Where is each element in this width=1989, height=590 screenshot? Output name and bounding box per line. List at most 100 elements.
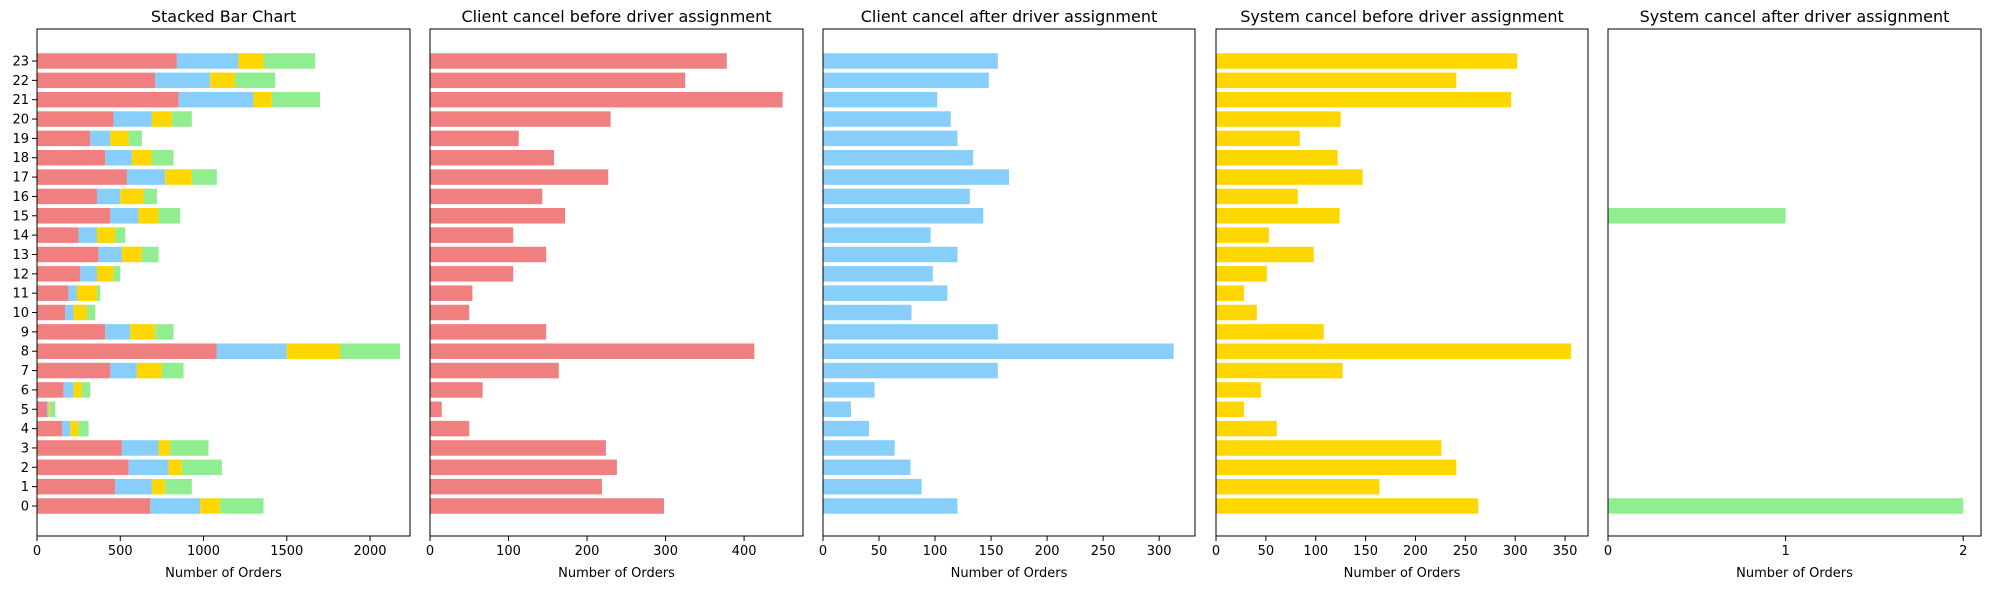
x-axis-label-client-before: Number of Orders <box>558 566 675 581</box>
bar-stacked-s0-c10 <box>37 304 66 321</box>
bar-stacked-s1-c16 <box>96 188 121 205</box>
bar-stacked-s3-c7 <box>161 362 184 379</box>
bars-system-before <box>1216 53 1572 514</box>
bar-stacked-s2-c11 <box>76 285 97 301</box>
y-tick-label-4: 4 <box>21 422 29 437</box>
bar-client-after-s0-c23 <box>823 53 998 69</box>
bar-stacked-s3-c20 <box>171 111 192 127</box>
bar-stacked-s3-c10 <box>86 304 96 321</box>
bar-stacked-s0-c8 <box>37 343 217 359</box>
bar-stacked-s3-c19 <box>128 130 142 147</box>
bar-stacked-s0-c2 <box>37 459 129 476</box>
bar-stacked-s2-c1 <box>151 478 166 495</box>
bar-client-before-s0-c16 <box>430 188 543 205</box>
bar-stacked-s1-c0 <box>150 498 201 514</box>
y-tick-label-16: 16 <box>12 190 29 205</box>
bar-system-before-s0-c5 <box>1216 401 1244 418</box>
x-tick-label-client-before-300: 300 <box>653 544 678 559</box>
bar-system-before-s0-c3 <box>1216 440 1442 456</box>
bar-system-before-s0-c15 <box>1216 208 1340 224</box>
panel-system-before: System cancel before driver assignment N… <box>1212 7 1589 581</box>
bar-stacked-s2-c19 <box>110 130 129 147</box>
bar-stacked-s2-c3 <box>158 440 171 456</box>
bar-stacked-s0-c22 <box>37 72 156 89</box>
bar-stacked-s2-c21 <box>253 91 272 108</box>
bars-system-after <box>1608 208 1964 514</box>
y-tick-label-3: 3 <box>21 441 29 456</box>
bar-stacked-s0-c14 <box>37 227 79 243</box>
bar-stacked-s1-c9 <box>105 324 131 340</box>
x-axis-label-system-after: Number of Orders <box>1736 566 1853 581</box>
bar-system-before-s0-c19 <box>1216 130 1300 147</box>
bar-client-before-s0-c10 <box>430 304 470 321</box>
bar-stacked-s0-c21 <box>37 91 179 108</box>
bar-stacked-s3-c1 <box>165 478 192 495</box>
bar-client-after-s0-c5 <box>823 401 852 418</box>
bar-stacked-s2-c22 <box>210 72 236 89</box>
bar-stacked-s0-c7 <box>37 362 111 379</box>
y-tick-label-13: 13 <box>12 248 29 263</box>
x-axis-label-client-after: Number of Orders <box>951 566 1068 581</box>
x-tick-label-system-before-300: 300 <box>1503 544 1528 559</box>
bar-stacked-s3-c17 <box>191 169 217 185</box>
x-tick-label-client-after-300: 300 <box>1147 544 1172 559</box>
y-tick-label-10: 10 <box>12 306 29 321</box>
axes-frame-client-before <box>429 28 804 537</box>
bar-stacked-s3-c5 <box>50 401 56 418</box>
bar-client-after-s0-c20 <box>823 111 951 127</box>
bar-system-before-s0-c10 <box>1216 304 1257 321</box>
bar-client-after-s0-c10 <box>823 304 912 321</box>
bar-stacked-s0-c11 <box>37 285 69 301</box>
x-tick-label-system-after-2: 2 <box>1959 544 1967 559</box>
bar-stacked-s2-c14 <box>96 227 116 243</box>
y-tick-label-9: 9 <box>21 325 29 340</box>
bar-client-before-s0-c17 <box>430 169 609 185</box>
panel-title-client-after: Client cancel after driver assignment <box>861 7 1157 26</box>
bar-client-after-s0-c14 <box>823 227 931 243</box>
bar-stacked-s3-c9 <box>155 324 174 340</box>
x-tick-label-system-before-150: 150 <box>1353 544 1378 559</box>
bar-stacked-s3-c22 <box>235 72 276 89</box>
x-tick-label-system-before-50: 50 <box>1258 544 1275 559</box>
bar-stacked-s1-c23 <box>176 53 239 69</box>
x-tick-label-system-after-0: 0 <box>1604 544 1612 559</box>
y-tick-label-2: 2 <box>21 461 29 476</box>
bar-client-before-s0-c21 <box>430 91 783 108</box>
panel-client-after: Client cancel after driver assignment Nu… <box>819 7 1196 581</box>
y-tick-label-0: 0 <box>21 500 29 515</box>
bar-system-before-s0-c23 <box>1216 53 1518 69</box>
x-tick-label-system-before-200: 200 <box>1403 544 1428 559</box>
bar-stacked-s1-c15 <box>110 208 139 224</box>
bar-client-after-s0-c7 <box>823 362 998 379</box>
bar-system-before-s0-c8 <box>1216 343 1572 359</box>
panel-title-stacked: Stacked Bar Chart <box>151 7 296 26</box>
bar-stacked-s0-c23 <box>37 53 177 69</box>
bar-stacked-s3-c3 <box>170 440 209 456</box>
bar-stacked-s2-c4 <box>70 420 79 437</box>
bar-stacked-s2-c20 <box>151 111 172 127</box>
bar-stacked-s2-c7 <box>136 362 162 379</box>
bar-client-before-s0-c18 <box>430 149 555 166</box>
bar-client-before-s0-c14 <box>430 227 514 243</box>
x-tick-label-client-before-100: 100 <box>496 544 521 559</box>
bar-system-before-s0-c2 <box>1216 459 1457 476</box>
y-tick-label-6: 6 <box>21 383 29 398</box>
bar-client-after-s0-c21 <box>823 91 938 108</box>
bar-client-after-s0-c0 <box>823 498 958 514</box>
axes-frame-stacked <box>36 28 411 537</box>
y-tick-label-17: 17 <box>12 171 29 186</box>
y-tick-label-12: 12 <box>12 267 29 282</box>
bar-client-after-s0-c16 <box>823 188 970 205</box>
bar-stacked-s0-c4 <box>37 420 62 437</box>
bars-client-after <box>823 53 1174 514</box>
bar-stacked-s3-c0 <box>220 498 264 514</box>
bar-system-before-s0-c1 <box>1216 478 1380 495</box>
bar-client-before-s0-c11 <box>430 285 473 301</box>
y-tick-label-22: 22 <box>12 74 29 89</box>
bar-client-after-s0-c4 <box>823 420 869 437</box>
panel-system-after: System cancel after driver assignment Nu… <box>1604 7 1982 581</box>
bars-client-before <box>430 53 783 514</box>
x-tick-label-stacked-1000: 1000 <box>187 544 220 559</box>
bar-stacked-s3-c21 <box>271 91 321 108</box>
bar-stacked-s0-c5 <box>37 401 47 418</box>
